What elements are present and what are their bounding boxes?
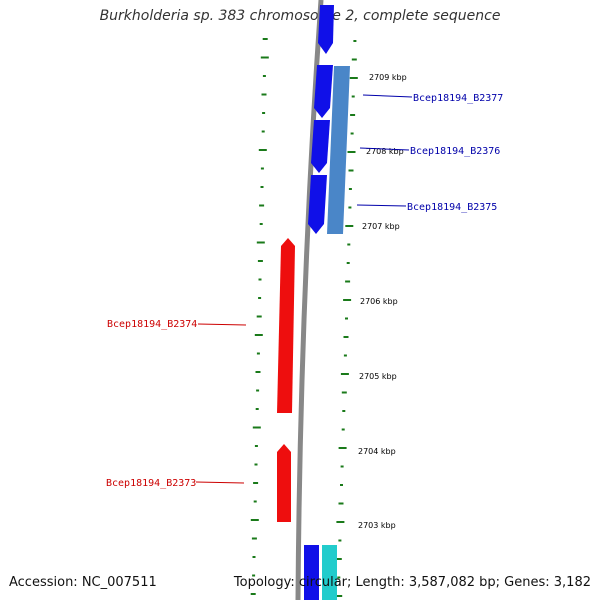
gc-dash — [261, 93, 267, 96]
gc-dash — [255, 371, 261, 373]
gene-label-B2373[interactable]: Bcep18194_B2373 — [106, 478, 196, 489]
gc-dash — [250, 593, 256, 595]
gc-dash — [262, 75, 266, 77]
gc-dash — [257, 260, 263, 262]
gc-dash — [255, 408, 259, 410]
gc-dash — [254, 463, 258, 466]
gc-dash — [253, 500, 257, 503]
gc-dash — [260, 186, 264, 188]
gc-dash — [348, 206, 352, 209]
gc-dash — [351, 95, 355, 98]
gc-dash — [256, 352, 260, 355]
scale-label-2705: 2705 kbp — [359, 372, 397, 381]
gene-label-B2374[interactable]: Bcep18194_B2374 — [107, 319, 197, 330]
gc-dash — [353, 40, 357, 42]
gc-dash — [254, 334, 263, 336]
gc-dash — [261, 130, 265, 133]
operon-feature — [327, 66, 350, 234]
gc-dash — [345, 317, 348, 320]
gc-dash — [336, 558, 342, 560]
gc-content-dashes — [250, 38, 358, 597]
gc-dash — [256, 389, 260, 392]
gc-dash — [340, 465, 344, 468]
label-leader-B2375 — [356, 204, 407, 207]
gc-dash — [256, 315, 262, 318]
gc-dash — [345, 280, 351, 283]
gc-dash — [260, 167, 264, 170]
map-title: Burkholderia sp. 383 chromosome 2, compl… — [99, 8, 501, 24]
gc-dash — [337, 576, 341, 579]
gc-dash — [259, 223, 263, 225]
gc-dash — [253, 482, 259, 484]
gc-dash — [260, 56, 269, 59]
label-leader-B2376 — [359, 147, 410, 151]
gc-dash — [349, 77, 358, 79]
gc-dash — [342, 410, 346, 412]
scale-label-2707: 2707 kbp — [362, 222, 400, 231]
gc-dash — [348, 188, 352, 190]
label-leader-B2374 — [197, 323, 247, 326]
gc-dash — [254, 445, 258, 447]
gc-dash — [259, 204, 265, 207]
scale-label-2704: 2704 kbp — [358, 447, 396, 456]
gc-dash — [348, 169, 354, 172]
gc-dash — [345, 225, 354, 227]
gc-dash — [262, 38, 268, 40]
reverse-gene-B2373[interactable] — [277, 444, 291, 522]
gc-dash — [346, 262, 350, 264]
gc-dash — [350, 114, 356, 116]
forward-gene-top[interactable] — [318, 5, 334, 54]
gc-dash — [251, 537, 257, 540]
gene-label-B2377[interactable]: Bcep18194_B2377 — [413, 93, 503, 104]
topology-text: Topology: circular; Length: 3,587,082 bp… — [233, 575, 591, 590]
gc-dash — [338, 539, 342, 542]
label-leader-B2373 — [195, 481, 245, 484]
gene-label-B2376[interactable]: Bcep18194_B2376 — [410, 146, 500, 157]
gc-dash — [341, 428, 345, 431]
gc-dash — [351, 58, 357, 61]
gc-dash — [334, 595, 343, 597]
gc-dash — [336, 521, 345, 523]
gc-dash — [256, 241, 265, 244]
gc-dash — [343, 354, 347, 357]
scale-label-2709: 2709 kbp — [369, 73, 407, 82]
gc-dash — [340, 373, 349, 375]
chromosome-backbone — [295, 0, 324, 600]
label-leader-B2377 — [362, 94, 413, 98]
gc-dash — [258, 149, 267, 151]
forward-gene-B2377[interactable] — [314, 65, 333, 118]
gc-dash — [250, 519, 259, 521]
gc-dash — [252, 574, 256, 577]
gc-dash — [252, 426, 261, 429]
accession-text: Accession: NC_007511 — [9, 575, 157, 590]
gc-dash — [338, 447, 347, 449]
gc-dash — [341, 391, 347, 394]
forward-gene-B2376[interactable] — [311, 120, 330, 173]
forward-gene-bottom[interactable] — [304, 545, 319, 600]
forward-gene-B2375[interactable] — [308, 175, 327, 234]
gc-dash — [258, 297, 262, 299]
gc-dash — [258, 278, 262, 281]
reverse-gene-B2374[interactable] — [277, 238, 295, 413]
scale-label-2703: 2703 kbp — [358, 521, 396, 530]
gc-dash — [252, 556, 256, 558]
gc-dash — [350, 132, 354, 135]
scale-label-2706: 2706 kbp — [360, 297, 398, 306]
gc-dash — [338, 502, 344, 505]
gc-dash — [262, 112, 266, 114]
scale-label-2708: 2708 kbp — [366, 147, 404, 156]
gc-dash — [340, 484, 343, 486]
gc-dash — [347, 243, 351, 246]
gc-dash — [347, 151, 356, 153]
gene-label-B2375[interactable]: Bcep18194_B2375 — [407, 202, 497, 213]
cyan-feature — [322, 545, 337, 600]
gc-dash — [343, 336, 349, 338]
gc-dash — [343, 299, 352, 301]
